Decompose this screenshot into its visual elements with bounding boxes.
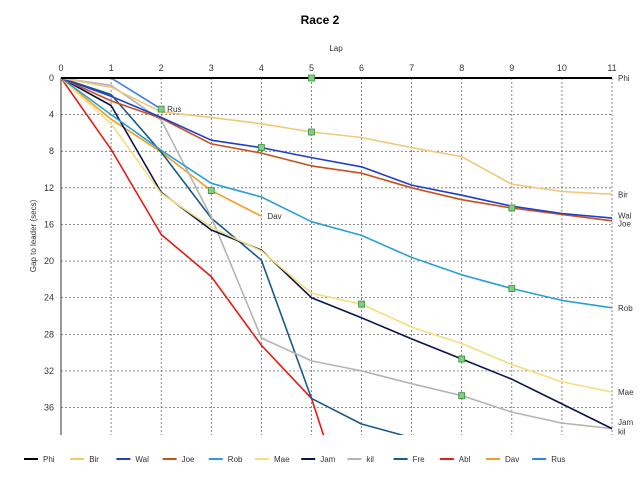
end-label-dav: Dav: [267, 212, 281, 221]
pit-marker: [458, 355, 466, 363]
y-axis-label: Gap to leader (secs): [29, 199, 38, 272]
x-tick-label: 8: [459, 63, 464, 73]
legend: Phi Bir Wal Joe Rob Mae Jam kil Fre Abl Dav Rus: [24, 455, 565, 464]
pit-marker: [207, 187, 215, 194]
series-line-mae: [61, 77, 613, 393]
y-tick-label: 20: [44, 256, 54, 266]
series-line-bir: [61, 77, 613, 196]
x-tick-label: 2: [159, 63, 164, 73]
pit-marker: [157, 105, 165, 113]
end-label-mae: Mae: [618, 388, 634, 397]
pit-marker: [508, 204, 516, 212]
end-label-rob: Rob: [618, 304, 633, 313]
legend-label-fre: Fre: [413, 455, 426, 464]
end-label-rus: Rus: [167, 105, 181, 114]
x-tick-label: 7: [409, 63, 414, 73]
pit-marker: [308, 128, 315, 136]
series-line-joe: [61, 77, 613, 222]
end-label-bir: Bir: [618, 190, 628, 199]
plot-grid: [60, 77, 613, 435]
pit-marker: [458, 392, 466, 400]
legend-label-phi: Phi: [43, 455, 55, 464]
x-tick-label: 1: [109, 63, 114, 73]
y-tick-label: 0: [49, 73, 54, 83]
x-tick-label: 0: [58, 63, 63, 73]
pit-markers: [157, 74, 516, 400]
pit-marker: [508, 285, 516, 292]
chart-title: Race 2: [301, 13, 340, 27]
legend-label-kil: kil: [366, 455, 374, 464]
end-label-joe: Joe: [618, 220, 631, 229]
y-tick-label: 28: [44, 329, 54, 339]
x-tick-label: 10: [557, 63, 567, 73]
series-line-wal: [61, 77, 613, 219]
legend-label-abl: Abl: [459, 455, 471, 464]
legend-label-bir: Bir: [89, 455, 99, 464]
end-label-kil: kil: [618, 427, 626, 436]
pit-marker: [308, 74, 315, 82]
x-tick-label: 3: [209, 63, 214, 73]
y-tick-label: 36: [44, 403, 54, 413]
y-tick-label: 16: [44, 219, 54, 229]
pit-marker: [358, 300, 365, 308]
legend-label-wal: Wal: [135, 455, 149, 464]
legend-label-rus: Rus: [551, 455, 565, 464]
pit-marker: [257, 144, 265, 151]
series-line-fre: [61, 77, 405, 435]
end-label-wal: Wal: [618, 211, 632, 220]
legend-label-mae: Mae: [274, 455, 290, 464]
y-tick-label: 8: [49, 146, 54, 156]
legend-label-dav: Dav: [505, 455, 519, 464]
legend-label-rob: Rob: [228, 455, 243, 464]
x-tick-label: 5: [309, 63, 314, 73]
y-tick-label: 12: [44, 183, 54, 193]
y-tick-label: 4: [49, 110, 54, 120]
series-line-rob: [61, 77, 613, 309]
x-tick-label: 4: [259, 63, 264, 73]
x-tick-label: 11: [607, 63, 616, 73]
x-tick-label: 9: [509, 63, 514, 73]
y-tick-label: 32: [44, 366, 54, 376]
series-lines: [61, 77, 613, 435]
series-line-kil: [61, 77, 613, 430]
legend-label-joe: Joe: [182, 455, 195, 464]
end-label-phi: Phi: [618, 74, 630, 83]
x-axis-label: Lap: [329, 44, 343, 53]
end-label-jam: Jam: [618, 418, 633, 427]
series-line-jam: [61, 77, 613, 430]
y-tick-label: 24: [44, 293, 54, 303]
x-tick-label: 6: [359, 63, 364, 73]
legend-label-jam: Jam: [320, 455, 335, 464]
